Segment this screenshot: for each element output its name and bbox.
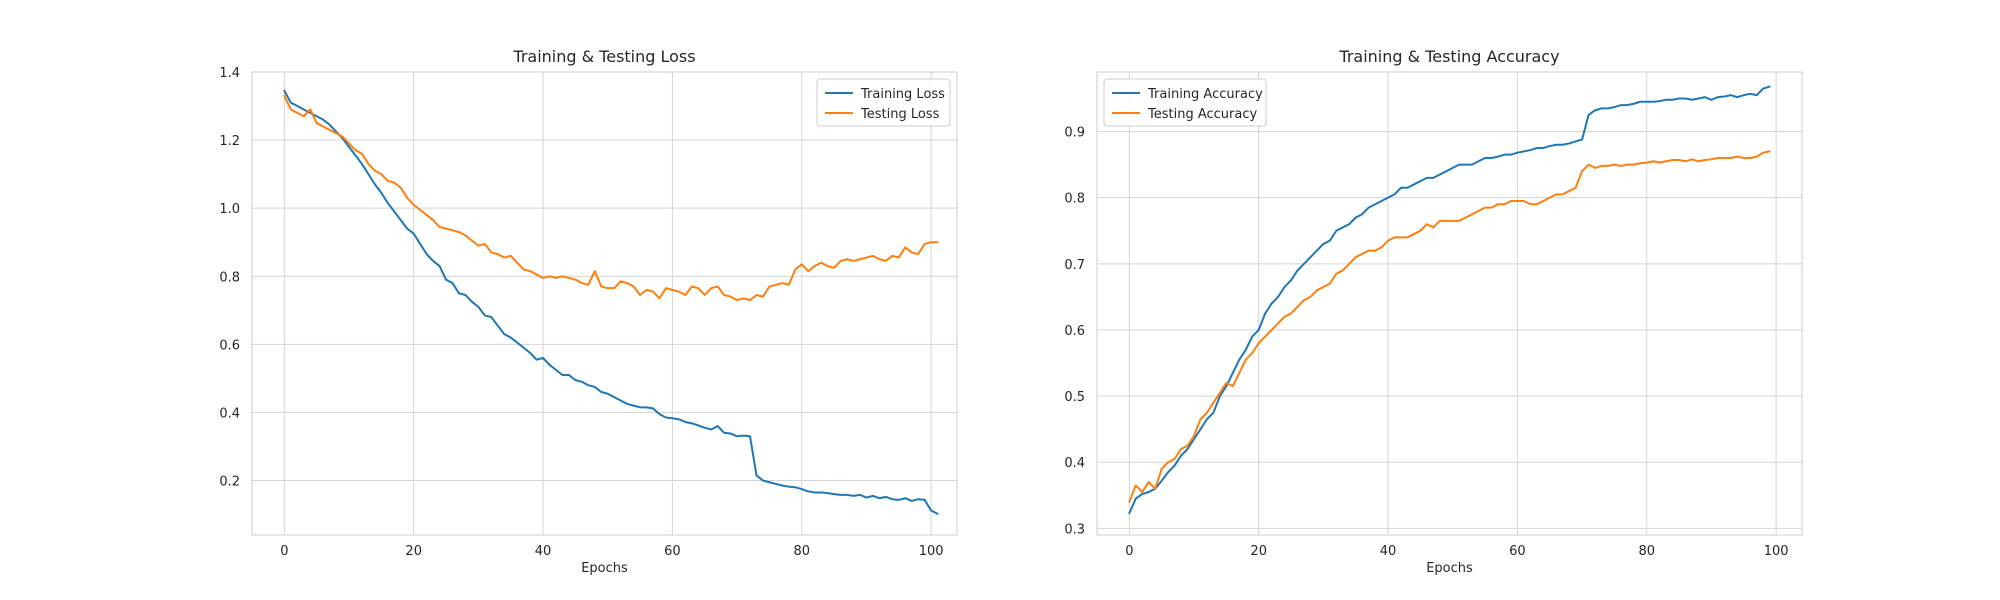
y-tick-label: 0.4	[219, 406, 240, 421]
chart-title: Training & Testing Loss	[512, 47, 695, 66]
y-tick-label: 1.2	[219, 134, 240, 149]
series-line-training-accuracy	[1128, 85, 1771, 515]
series-line-training-loss	[283, 89, 939, 515]
x-tick-label: 60	[1509, 544, 1526, 559]
legend-entry: Testing Loss	[860, 107, 940, 122]
legend-entry: Training Accuracy	[1147, 87, 1263, 102]
x-axis-label: Epochs	[1426, 561, 1473, 576]
y-tick-label: 0.6	[219, 338, 240, 353]
legend-entry: Testing Accuracy	[1147, 107, 1257, 122]
y-tick-label: 0.5	[1064, 390, 1085, 405]
x-tick-label: 40	[1380, 544, 1397, 559]
y-tick-label: 0.9	[1064, 126, 1085, 141]
y-tick-label: 1.0	[219, 202, 240, 217]
x-tick-label: 80	[1638, 544, 1655, 559]
x-axis-label: Epochs	[581, 561, 628, 576]
chart-title: Training & Testing Accuracy	[1338, 47, 1559, 66]
x-tick-label: 40	[535, 544, 552, 559]
accuracy-chart: 0 20 40 60 80 100 0.3 0.4 0.5 0.6 0.7 0.8 0.9 Trainin…	[1064, 47, 1803, 576]
y-tick-label: 0.7	[1064, 258, 1085, 273]
y-tick-label: 0.6	[1064, 324, 1085, 339]
legend-entry: Training Loss	[860, 87, 945, 102]
y-tick-label: 0.8	[1064, 192, 1085, 207]
x-tick-label: 0	[280, 544, 288, 559]
series-line-testing-accuracy	[1128, 150, 1771, 503]
y-tick-label: 1.4	[219, 66, 240, 81]
series-line-testing-loss	[283, 94, 939, 302]
x-tick-label: 20	[1250, 544, 1267, 559]
loss-chart: 0 20 40 60 80 100 0.2 0.4 0.6 0.8 1.0 1.2 1.4 Trainin…	[219, 47, 958, 576]
legend: Training Accuracy Testing Accuracy	[1103, 78, 1267, 127]
x-tick-label: 100	[1764, 544, 1789, 559]
legend-box	[1103, 78, 1267, 127]
y-tick-label: 0.4	[1064, 456, 1085, 471]
x-tick-label: 60	[664, 544, 681, 559]
legend: Training Loss Testing Loss	[816, 78, 951, 127]
x-tick-label: 80	[793, 544, 810, 559]
x-tick-label: 0	[1125, 544, 1133, 559]
x-tick-label: 20	[405, 544, 422, 559]
legend-box	[816, 78, 951, 127]
x-tick-label: 100	[919, 544, 944, 559]
plot-frame	[251, 71, 958, 536]
plot-frame	[1096, 71, 1803, 536]
y-tick-label: 0.8	[219, 270, 240, 285]
y-tick-label: 0.2	[219, 475, 240, 490]
y-tick-label: 0.3	[1064, 522, 1085, 537]
